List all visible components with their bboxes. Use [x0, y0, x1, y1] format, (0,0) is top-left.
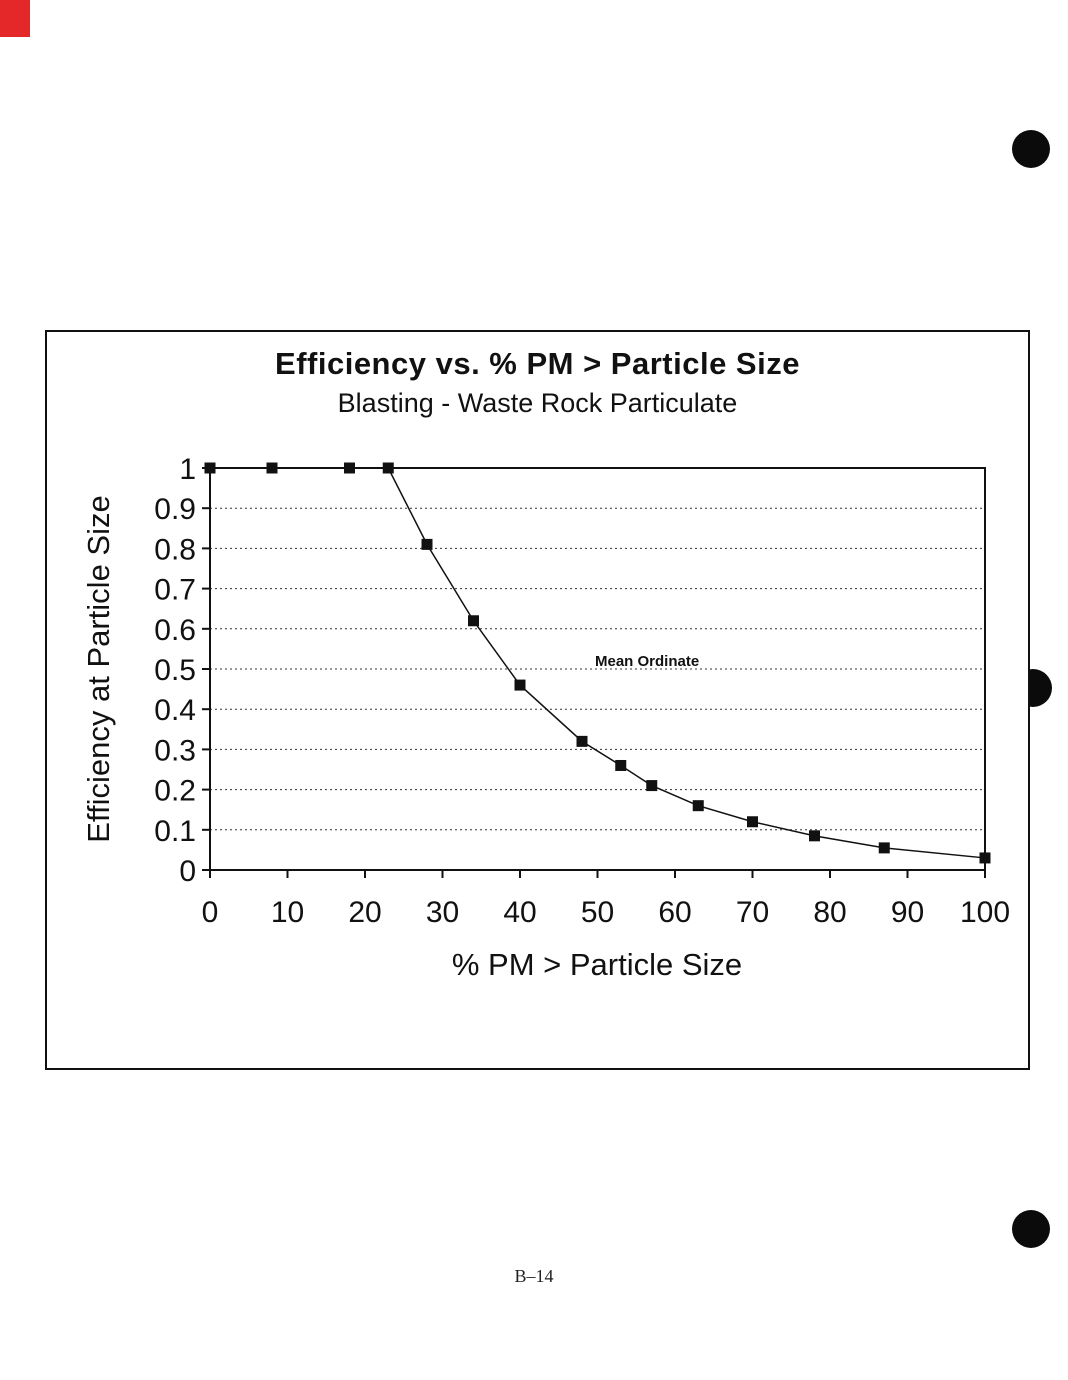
- y-tick-label: 1: [179, 453, 196, 486]
- data-point-marker: [809, 830, 820, 842]
- page-number: B–14: [514, 1266, 554, 1286]
- x-tick-label: 100: [960, 896, 1010, 929]
- x-axis-label: % PM > Particle Size: [452, 947, 742, 982]
- y-tick-label: 0.4: [154, 694, 196, 727]
- data-point-marker: [382, 462, 394, 474]
- x-tick-label: 30: [426, 896, 459, 929]
- data-point-marker: [979, 852, 991, 864]
- y-tick-label: 0.7: [154, 574, 196, 607]
- data-point-marker: [878, 842, 890, 854]
- x-tick-label: 50: [581, 896, 614, 929]
- y-tick-label: 0.6: [154, 614, 196, 647]
- data-point-marker: [344, 462, 355, 474]
- data-point-marker: [421, 538, 433, 550]
- x-tick-label: 0: [202, 896, 219, 929]
- scan-artifact-red-corner: [0, 0, 30, 37]
- data-point-marker: [514, 679, 526, 691]
- y-tick-label: 0.8: [154, 533, 196, 566]
- y-tick-label: 0.1: [154, 815, 196, 848]
- punch-hole-top: [1012, 130, 1050, 168]
- data-point-marker: [266, 462, 278, 474]
- chart-frame: 0 0.1 0.2 0.3 0.4 0.5 0.6 0.7 0.8 0.9 1 0 10 20 30 40 50…: [45, 330, 1030, 1070]
- x-tick-label: 60: [658, 896, 691, 929]
- chart-title: Efficiency vs. % PM > Particle Size: [275, 346, 800, 381]
- chart-subtitle: Blasting - Waste Rock Particulate: [337, 388, 738, 418]
- y-tick-label: 0.2: [154, 775, 196, 808]
- data-point-marker: [468, 615, 479, 627]
- y-tick-label: 0.3: [154, 734, 196, 767]
- data-point-marker: [615, 759, 627, 771]
- x-tick-label: 70: [736, 896, 769, 929]
- y-tick-label: 0.9: [154, 493, 196, 526]
- y-axis-label: Efficiency at Particle Size: [81, 495, 116, 842]
- y-tick-label: 0: [179, 855, 196, 888]
- x-tick-label: 80: [813, 896, 846, 929]
- x-tick-label: 40: [503, 896, 536, 929]
- x-tick-label: 10: [271, 896, 304, 929]
- data-point-marker: [646, 780, 658, 792]
- data-point-marker: [747, 816, 758, 828]
- chart-plot: 00.10.20.30.40.50.60.70.80.910 10 20 30 40 50…: [81, 453, 1010, 982]
- x-tick-label: 20: [348, 896, 381, 929]
- annotation-mean-ordinate: Mean Ordinate: [595, 653, 699, 670]
- x-tick-label: 90: [891, 896, 924, 929]
- data-point-marker: [692, 800, 704, 812]
- data-point-marker: [204, 462, 216, 474]
- y-tick-label: 0.5: [154, 654, 196, 687]
- data-point-marker: [576, 735, 588, 747]
- punch-hole-bottom: [1012, 1210, 1050, 1248]
